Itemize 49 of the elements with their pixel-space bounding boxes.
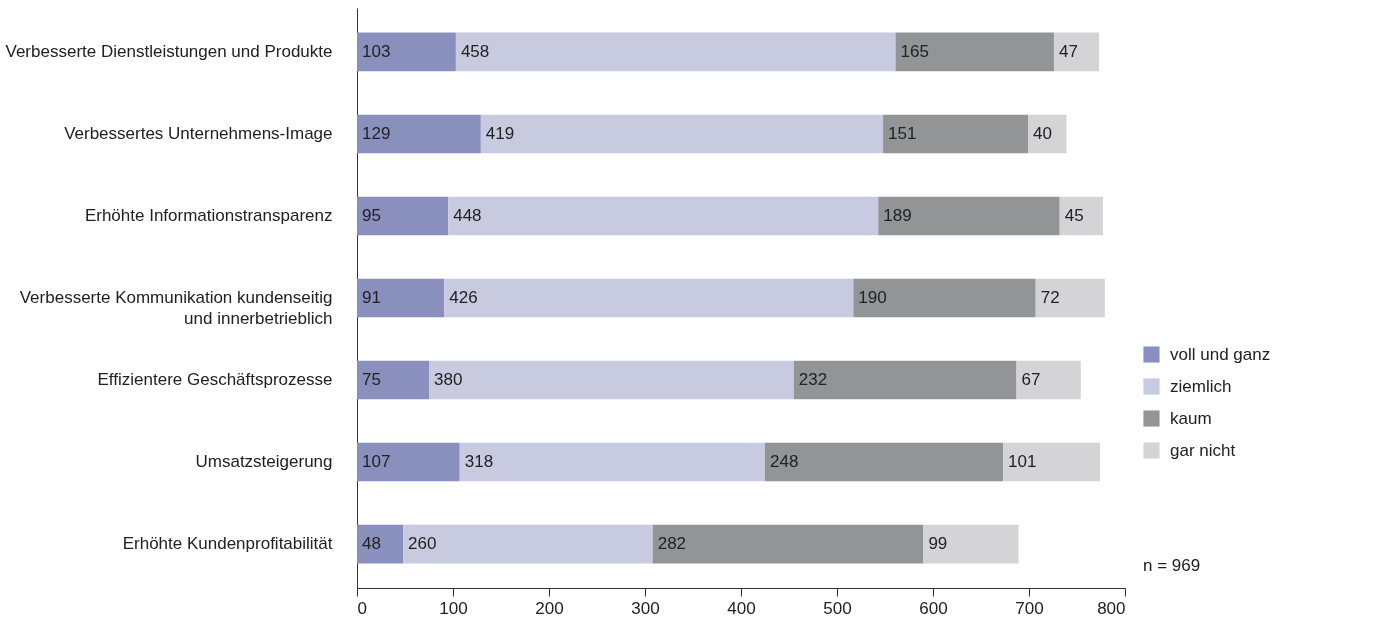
data-label: 48: [362, 534, 381, 554]
data-label: 318: [464, 452, 494, 472]
x-tick-label: 400: [727, 598, 756, 618]
x-tick-label: 100: [439, 598, 468, 618]
data-label: 47: [1058, 41, 1078, 61]
y-tick-label: Verbessertes Unternehmens-Image: [64, 123, 333, 143]
data-label: 75: [362, 370, 381, 390]
legend-label: gar nicht: [1170, 440, 1236, 460]
legend-label: kaum: [1170, 408, 1212, 428]
data-label: 67: [1021, 370, 1041, 390]
y-tick-label: Umsatzsteigerung: [195, 452, 333, 472]
data-label: 189: [883, 205, 912, 225]
y-tick-label: Erhöhte Kundenprofitabilität: [122, 534, 333, 554]
y-tick-label: Verbesserte Dienstleistungen und Produkte: [5, 41, 333, 61]
y-tick-label: Verbesserte Kommunikation kundenseitig und innerbetrieblich: [19, 288, 333, 328]
data-label: 426: [449, 288, 478, 307]
data-label: 95: [362, 205, 381, 225]
y-tick-label: Effizientere Geschäftsprozesse: [97, 370, 333, 390]
x-tick-label: 800: [1097, 598, 1126, 618]
data-label: 282: [657, 534, 687, 554]
data-label: 151: [888, 123, 917, 143]
x-tick-label: 600: [919, 598, 948, 618]
data-label: 232: [798, 370, 828, 390]
y-tick-label: Erhöhte Informationstransparenz: [84, 205, 333, 225]
data-label: 99: [928, 534, 948, 554]
data-label: 45: [1064, 205, 1084, 225]
data-label: 101: [1008, 452, 1037, 472]
x-tick-label: 700: [1015, 598, 1044, 618]
data-label: 448: [453, 205, 482, 225]
data-label: 103: [362, 41, 391, 61]
data-label: 72: [1040, 288, 1060, 307]
x-tick-label: 300: [631, 598, 660, 618]
data-label: 165: [900, 41, 929, 61]
data-label: 107: [362, 452, 391, 472]
data-label: 129: [362, 123, 391, 143]
data-label: 91: [362, 288, 381, 307]
data-label: 190: [858, 288, 887, 307]
text: n = 969: [1143, 556, 1201, 575]
data-label: 40: [1033, 123, 1052, 143]
legend-label: ziemlich: [1170, 376, 1232, 396]
x-tick-label: 500: [823, 598, 852, 618]
legend-label: voll und ganz: [1170, 344, 1271, 364]
data-label: 260: [408, 534, 437, 554]
x-tick-label: 0: [357, 598, 367, 618]
data-label: 458: [460, 41, 490, 61]
data-label: 380: [434, 370, 463, 390]
data-label: 248: [770, 452, 799, 472]
x-tick-label: 200: [535, 598, 564, 618]
data-label: 419: [485, 123, 515, 143]
